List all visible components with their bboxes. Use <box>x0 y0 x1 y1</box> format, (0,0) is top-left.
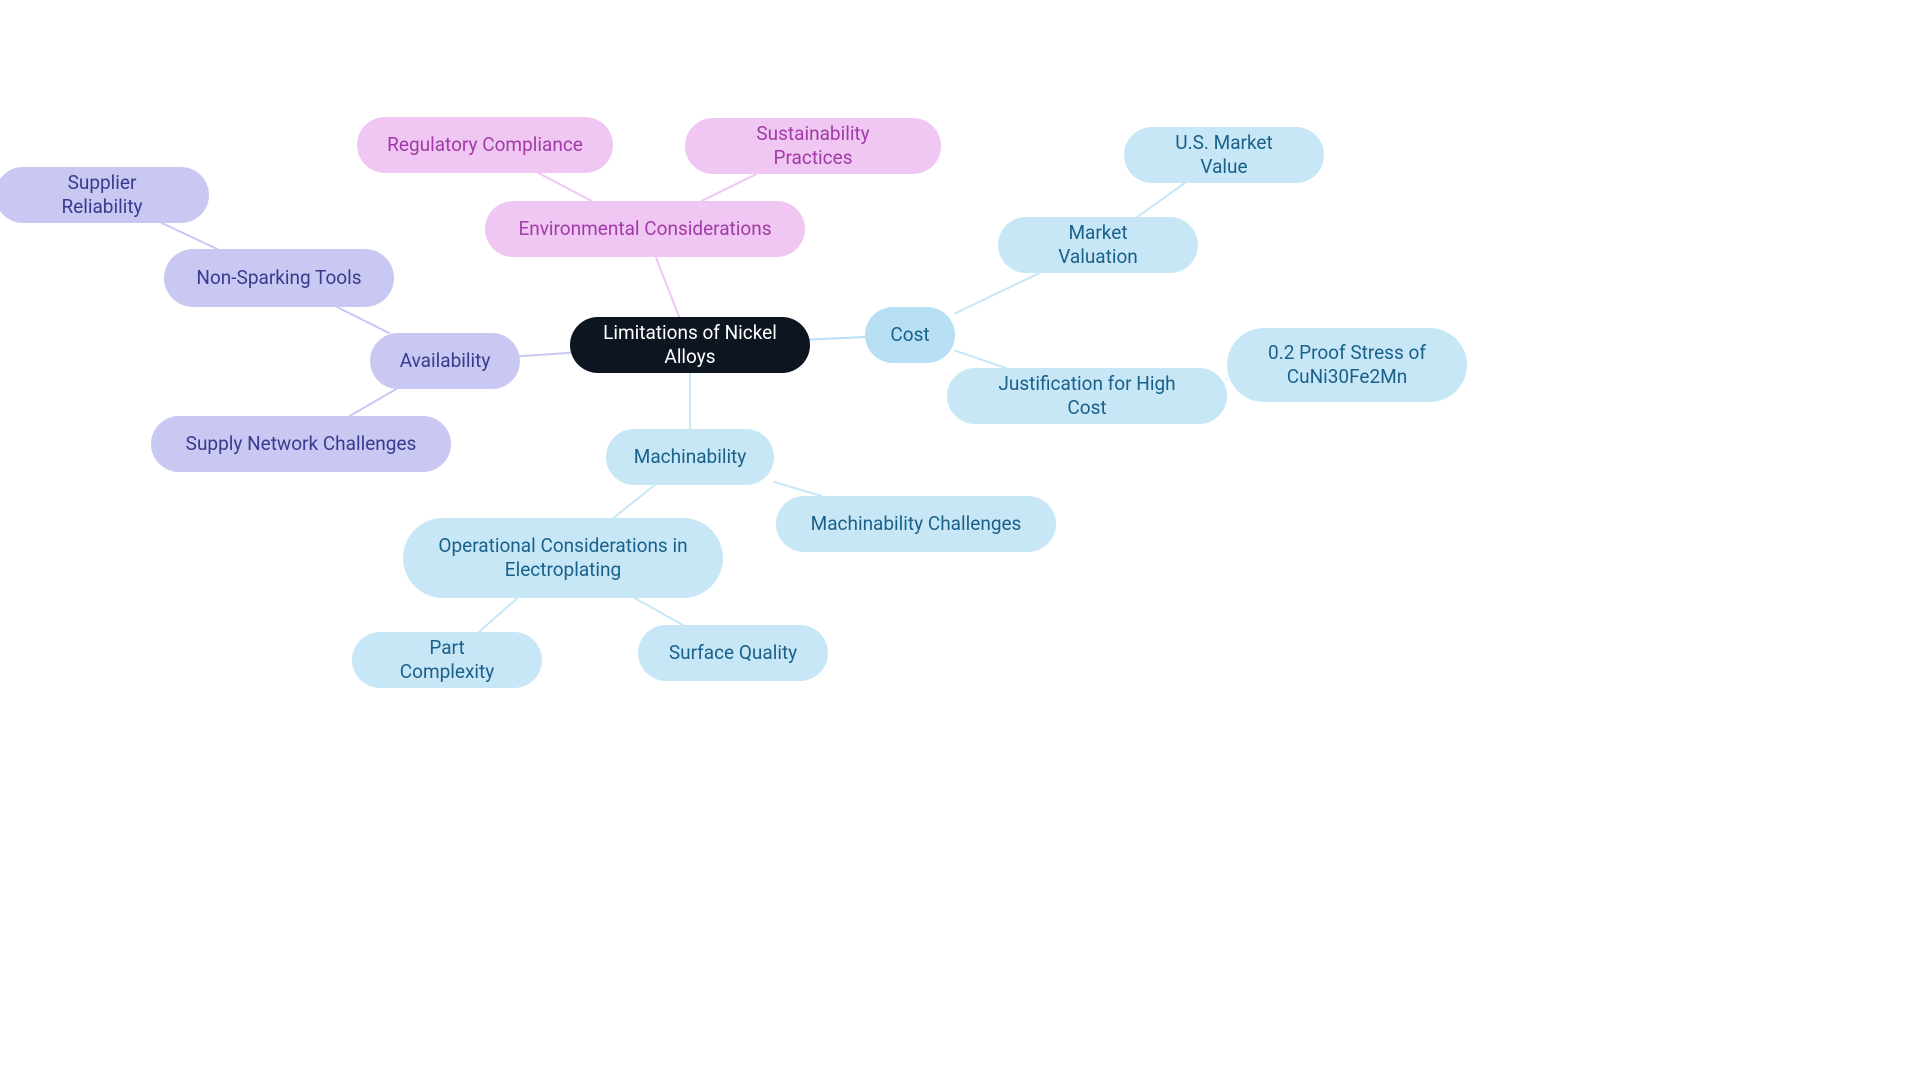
node-label: 0.2 Proof Stress of CuNi30Fe2Mn <box>1268 341 1426 389</box>
node-label: Non-Sparking Tools <box>196 266 361 290</box>
edge-mach-mchal <box>774 482 822 496</box>
node-partc: Part Complexity <box>352 632 542 688</box>
node-label: Regulatory Compliance <box>387 133 583 157</box>
node-label: Environmental Considerations <box>518 217 771 241</box>
node-label: Availability <box>400 349 491 373</box>
edge-env-sustain <box>702 174 757 201</box>
node-usmv: U.S. Market Value <box>1124 127 1324 183</box>
edge-opelec-surfq <box>635 598 683 625</box>
node-nonspark: Non-Sparking Tools <box>164 249 394 307</box>
edge-mach-opelec <box>613 485 654 518</box>
node-label: Machinability <box>634 445 747 469</box>
node-mval: Market Valuation <box>998 217 1198 273</box>
edge-avail-nonspark <box>337 307 389 333</box>
node-label: Limitations of Nickel Alloys <box>600 321 780 369</box>
node-label: Sustainability Practices <box>715 122 911 170</box>
node-supnet: Supply Network Challenges <box>151 416 451 472</box>
node-root: Limitations of Nickel Alloys <box>570 317 810 373</box>
edge-root-avail <box>520 353 570 356</box>
node-env: Environmental Considerations <box>485 201 805 257</box>
edge-cost-mval <box>955 273 1040 313</box>
node-regcomp: Regulatory Compliance <box>357 117 613 173</box>
node-label: U.S. Market Value <box>1154 131 1294 179</box>
node-mach: Machinability <box>606 429 774 485</box>
node-surfq: Surface Quality <box>638 625 828 681</box>
node-mchal: Machinability Challenges <box>776 496 1056 552</box>
node-label: Market Valuation <box>1028 221 1168 269</box>
node-label: Machinability Challenges <box>811 512 1022 536</box>
edge-mval-usmv <box>1137 183 1185 217</box>
node-label: Supply Network Challenges <box>186 432 417 456</box>
node-label: Supplier Reliability <box>25 171 179 219</box>
edge-env-regcomp <box>538 173 591 201</box>
node-label: Part Complexity <box>382 636 512 684</box>
node-suprel: Supplier Reliability <box>0 167 209 223</box>
node-label: Operational Considerations in Electropla… <box>438 534 687 582</box>
edge-nonspark-suprel <box>162 223 217 249</box>
node-label: Justification for High Cost <box>977 372 1197 420</box>
node-avail: Availability <box>370 333 520 389</box>
node-label: Surface Quality <box>669 641 797 665</box>
node-opelec: Operational Considerations in Electropla… <box>403 518 723 598</box>
mindmap-canvas: Limitations of Nickel Alloys Cost Market V… <box>0 0 1920 1083</box>
edge-avail-supnet <box>350 389 397 416</box>
edge-root-env <box>656 257 679 317</box>
edge-root-cost <box>810 337 865 340</box>
node-justhc: Justification for High Cost <box>947 368 1227 424</box>
edge-opelec-partc <box>479 598 518 632</box>
node-sustain: Sustainability Practices <box>685 118 941 174</box>
node-proof: 0.2 Proof Stress of CuNi30Fe2Mn <box>1227 328 1467 402</box>
node-label: Cost <box>890 323 929 347</box>
node-cost: Cost <box>865 307 955 363</box>
edge-cost-justhc <box>955 351 1006 368</box>
